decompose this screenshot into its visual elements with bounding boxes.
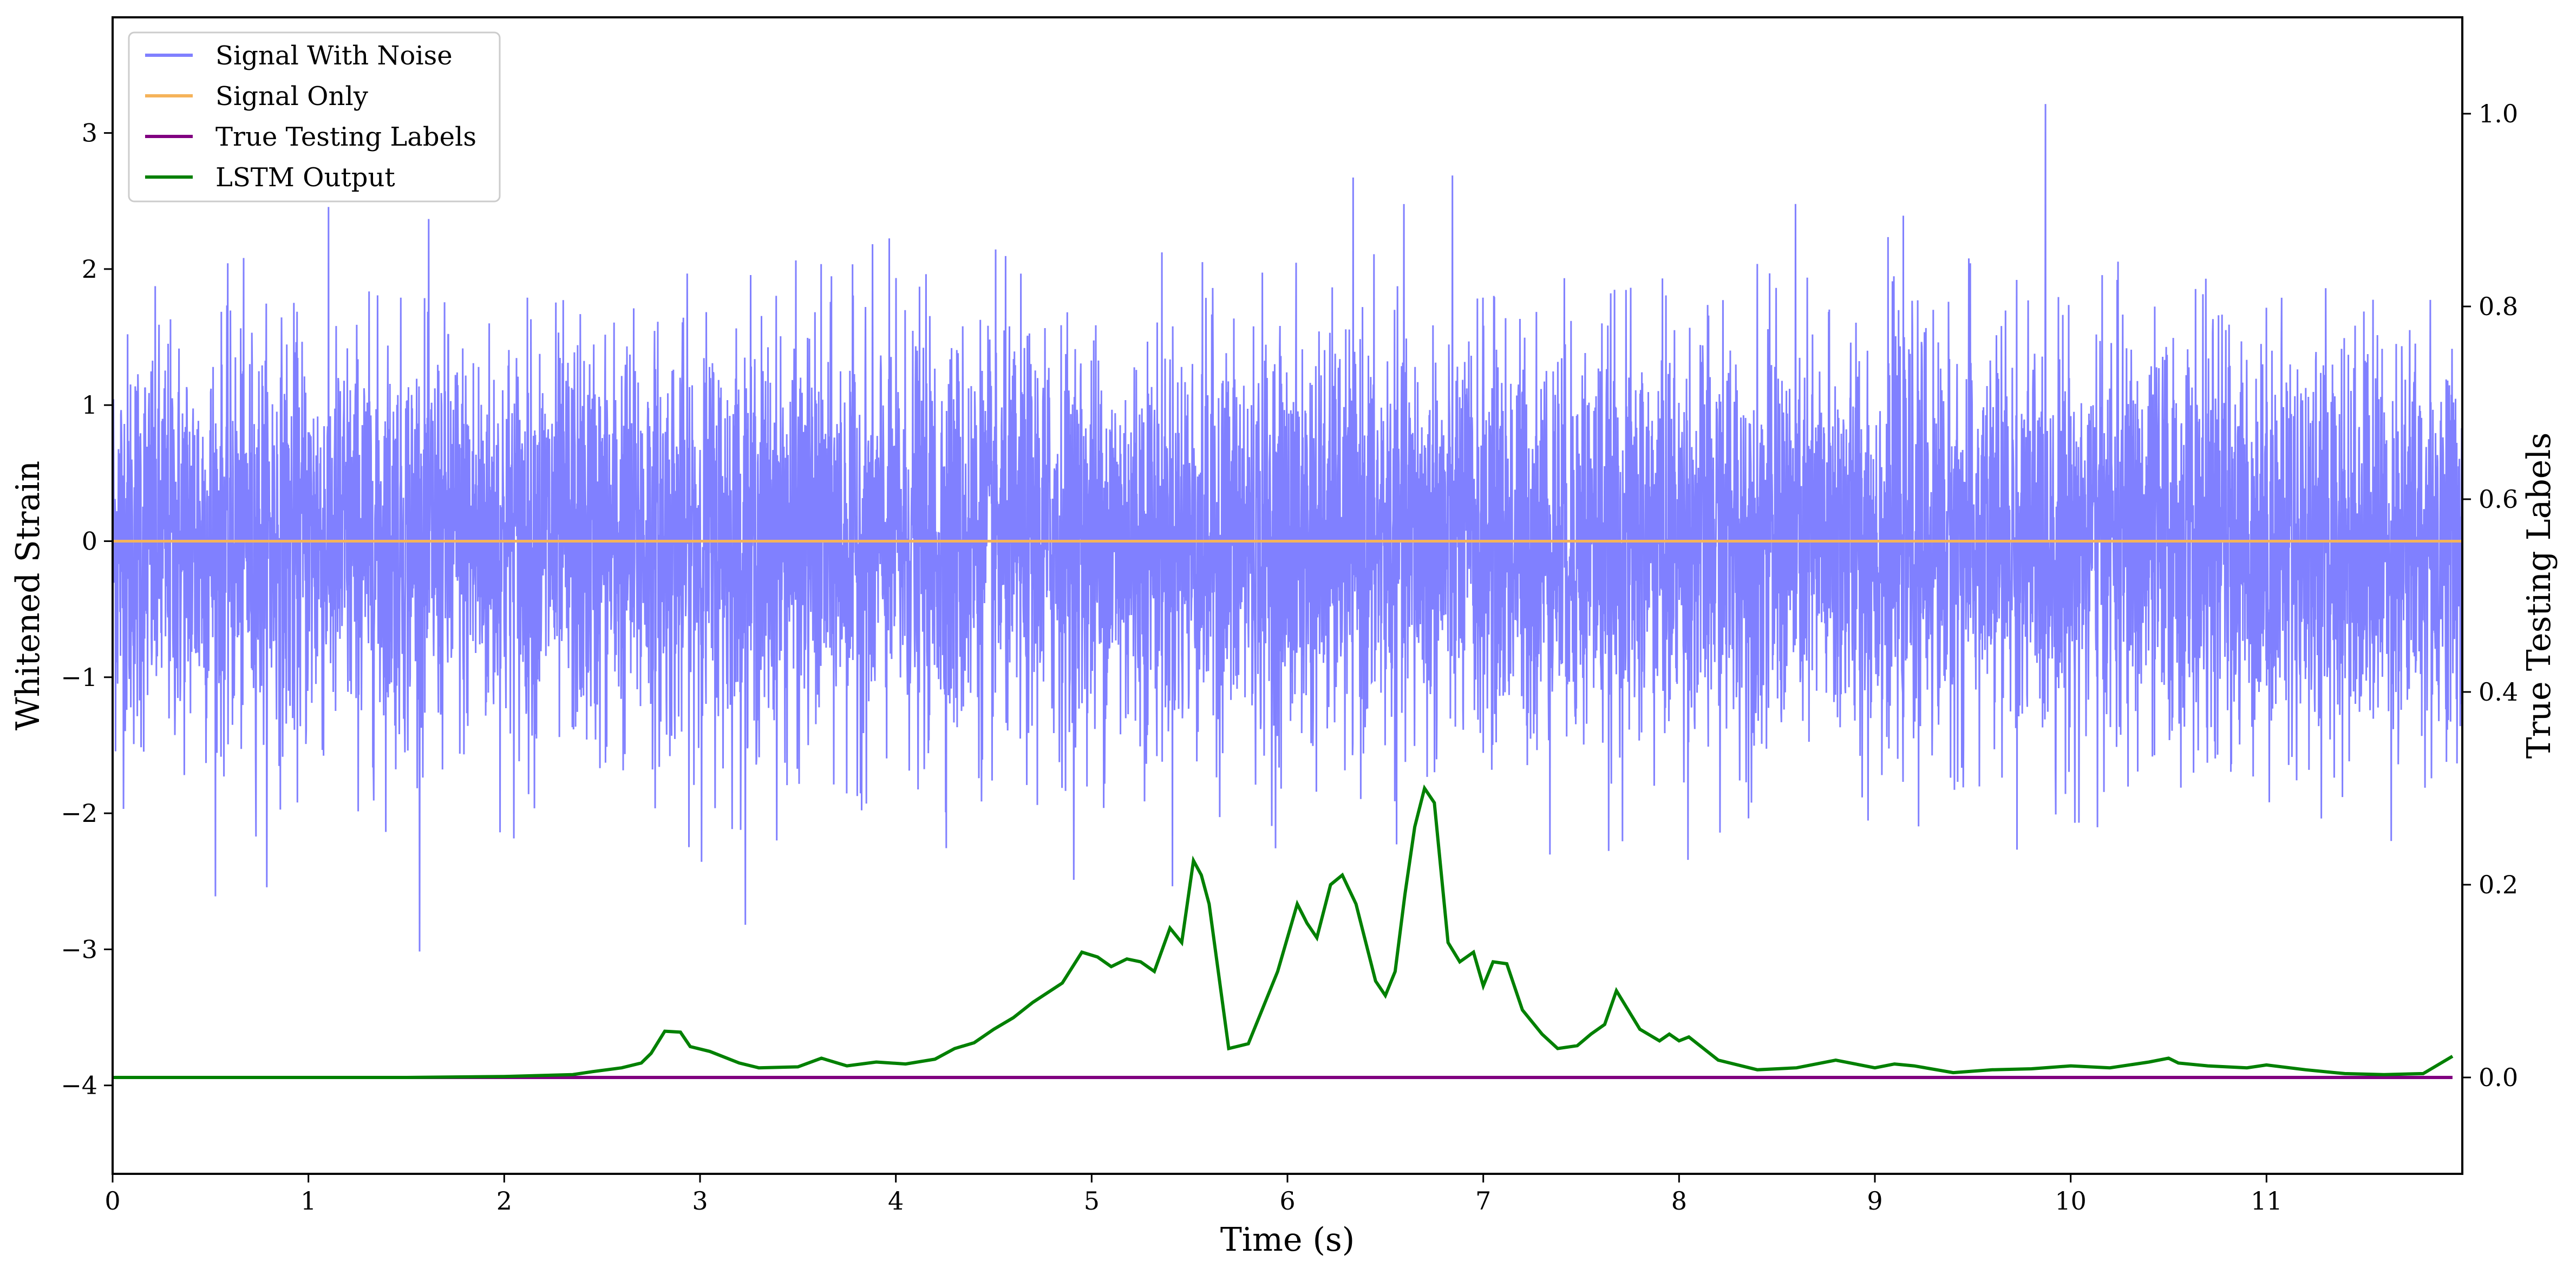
x-tick-label: 1 <box>300 1186 316 1216</box>
y-left-tick-label: −3 <box>61 935 97 964</box>
y-left-tick-label: −2 <box>61 799 97 828</box>
x-tick-label: 0 <box>104 1186 120 1216</box>
y-right-tick-label: 0.6 <box>2479 485 2518 514</box>
y-right-tick-label: 0.0 <box>2479 1063 2518 1092</box>
y-right-tick-label: 0.8 <box>2479 292 2518 321</box>
y-left-tick-label: −4 <box>61 1071 97 1100</box>
y-left-tick-label: 2 <box>82 254 97 284</box>
legend: Signal With Noise Signal Only True Testing… <box>128 31 501 202</box>
y-left-tick-label: −1 <box>61 663 97 692</box>
y-axis-right-label: True Testing Labels <box>2520 433 2558 759</box>
y-axis-right: 1.0 0.8 0.6 0.4 0.2 0.0 <box>2462 99 2518 1092</box>
legend-label-true-testing-labels: True Testing Labels <box>215 122 476 152</box>
x-tick-label: 5 <box>1084 1186 1100 1216</box>
y-left-tick-label: 0 <box>82 526 97 556</box>
x-tick-label: 10 <box>2055 1186 2087 1216</box>
y-left-tick-label: 1 <box>82 390 97 420</box>
x-axis: 0 1 2 3 4 5 6 7 8 9 10 11 <box>104 1174 2283 1216</box>
x-axis-label: Time (s) <box>1220 1221 1355 1259</box>
x-tick-label: 6 <box>1279 1186 1295 1216</box>
x-tick-label: 8 <box>1671 1186 1687 1216</box>
series-layer <box>113 540 2462 1079</box>
y-right-tick-label: 0.4 <box>2479 677 2518 707</box>
legend-label-signal-with-noise: Signal With Noise <box>215 41 453 71</box>
y-right-tick-label: 0.2 <box>2479 870 2518 899</box>
x-tick-label: 7 <box>1475 1186 1491 1216</box>
y-right-tick-label: 1.0 <box>2479 99 2518 128</box>
y-axis-left-label: Whitened Strain <box>9 461 47 730</box>
x-tick-label: 4 <box>888 1186 904 1216</box>
x-tick-label: 11 <box>2251 1186 2283 1216</box>
y-left-tick-label: 3 <box>82 119 97 148</box>
legend-label-signal-only: Signal Only <box>215 81 368 112</box>
signal-with-noise-series <box>113 104 2462 952</box>
y-axis-left: 3 2 1 0 −1 −2 −3 −4 <box>61 119 113 1100</box>
legend-box <box>128 31 501 202</box>
x-tick-label: 2 <box>496 1186 512 1216</box>
x-tick-label: 9 <box>1867 1186 1882 1216</box>
lstm-output-line <box>113 784 2454 1079</box>
signal-with-noise-line <box>113 104 2462 952</box>
x-tick-label: 3 <box>692 1186 708 1216</box>
legend-label-lstm-output: LSTM Output <box>215 162 395 193</box>
